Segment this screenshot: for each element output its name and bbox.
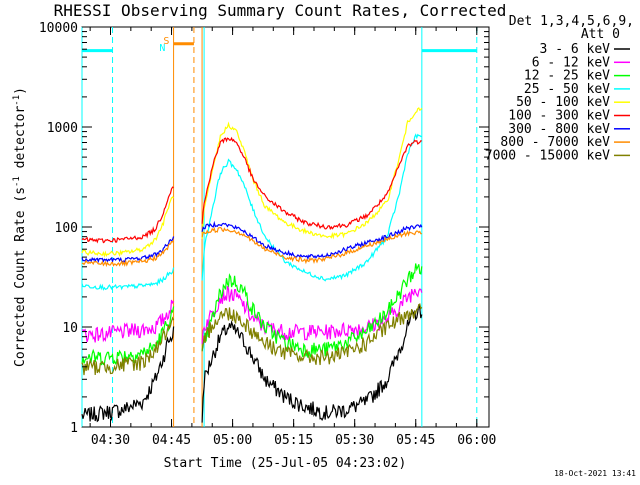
legend-label: 7000 - 15000 keV: [485, 148, 610, 163]
x-tick-label: 06:00: [457, 433, 496, 448]
x-tick-label: 05:15: [274, 433, 313, 448]
x-tick-label: 05:00: [213, 433, 252, 448]
y-tick-label: 1: [70, 421, 78, 436]
legend-label: 6 - 12 keV: [532, 55, 610, 70]
footer-timestamp: 18-Oct-2021 13:41: [554, 469, 636, 478]
y-axis-label-sup: -1: [12, 176, 22, 187]
series-line: [81, 220, 423, 264]
series-line: [81, 263, 423, 366]
legend-label: 12 - 25 keV: [524, 69, 610, 84]
y-tick-label: 10000: [39, 21, 78, 36]
series-line: [81, 133, 422, 291]
y-tick-label: 100: [55, 221, 78, 236]
y-axis-label-end: ): [13, 87, 28, 95]
chart-title: RHESSI Observing Summary Count Rates, Co…: [54, 1, 507, 20]
x-axis-label: Start Time (25-Jul-05 04:23:02): [164, 456, 407, 471]
annotation-n: N: [159, 43, 165, 54]
legend-header-line-1: Det 1,3,4,5,6,9,: [509, 14, 634, 29]
legend-label: 3 - 6 keV: [540, 42, 611, 57]
annotation-s: S: [163, 36, 169, 47]
plot-frame: [81, 26, 490, 428]
legend-label: 25 - 50 keV: [524, 82, 610, 97]
flag-bars: [82, 42, 477, 53]
x-tick-label: 04:30: [91, 433, 130, 448]
legend-label: 50 - 100 keV: [516, 95, 610, 110]
annotations: SN: [159, 36, 169, 54]
x-tick-label: 05:45: [396, 433, 435, 448]
series-line: [81, 226, 422, 268]
y-tick-label: 10: [62, 321, 78, 336]
legend-label: 300 - 800 keV: [508, 122, 610, 137]
x-tick-label: 05:30: [335, 433, 374, 448]
legend-label: 100 - 300 keV: [508, 109, 610, 124]
y-axis-label-tail: detector: [13, 106, 28, 177]
y-tick-label: 1000: [47, 121, 78, 136]
x-tick-label: 04:45: [152, 433, 191, 448]
series-line: [81, 107, 423, 258]
series-line: [81, 303, 423, 376]
y-axis-label: Corrected Count Rate (s-1 detector-1): [12, 87, 28, 367]
event-lines: [81, 27, 478, 427]
y-axis-label-main: Corrected Count Rate (s: [13, 187, 28, 367]
y-axis-ticks: 1 10 100 1000 10000: [39, 21, 489, 436]
series-line: [81, 136, 422, 244]
y-axis-label-sup2: -1: [12, 95, 22, 106]
series-lines: [81, 107, 423, 423]
legend-label: 800 - 7000 keV: [500, 135, 610, 150]
plot-area: SN 04:30 04:45 05:00 05:15 05:30 05:45 06:00 1…: [39, 21, 497, 448]
series-line: [81, 304, 423, 423]
legend-header-line-2: Att 0: [581, 27, 620, 42]
x-axis-ticks: 04:30 04:45 05:00 05:15 05:30 05:45 06:00: [89, 27, 496, 448]
